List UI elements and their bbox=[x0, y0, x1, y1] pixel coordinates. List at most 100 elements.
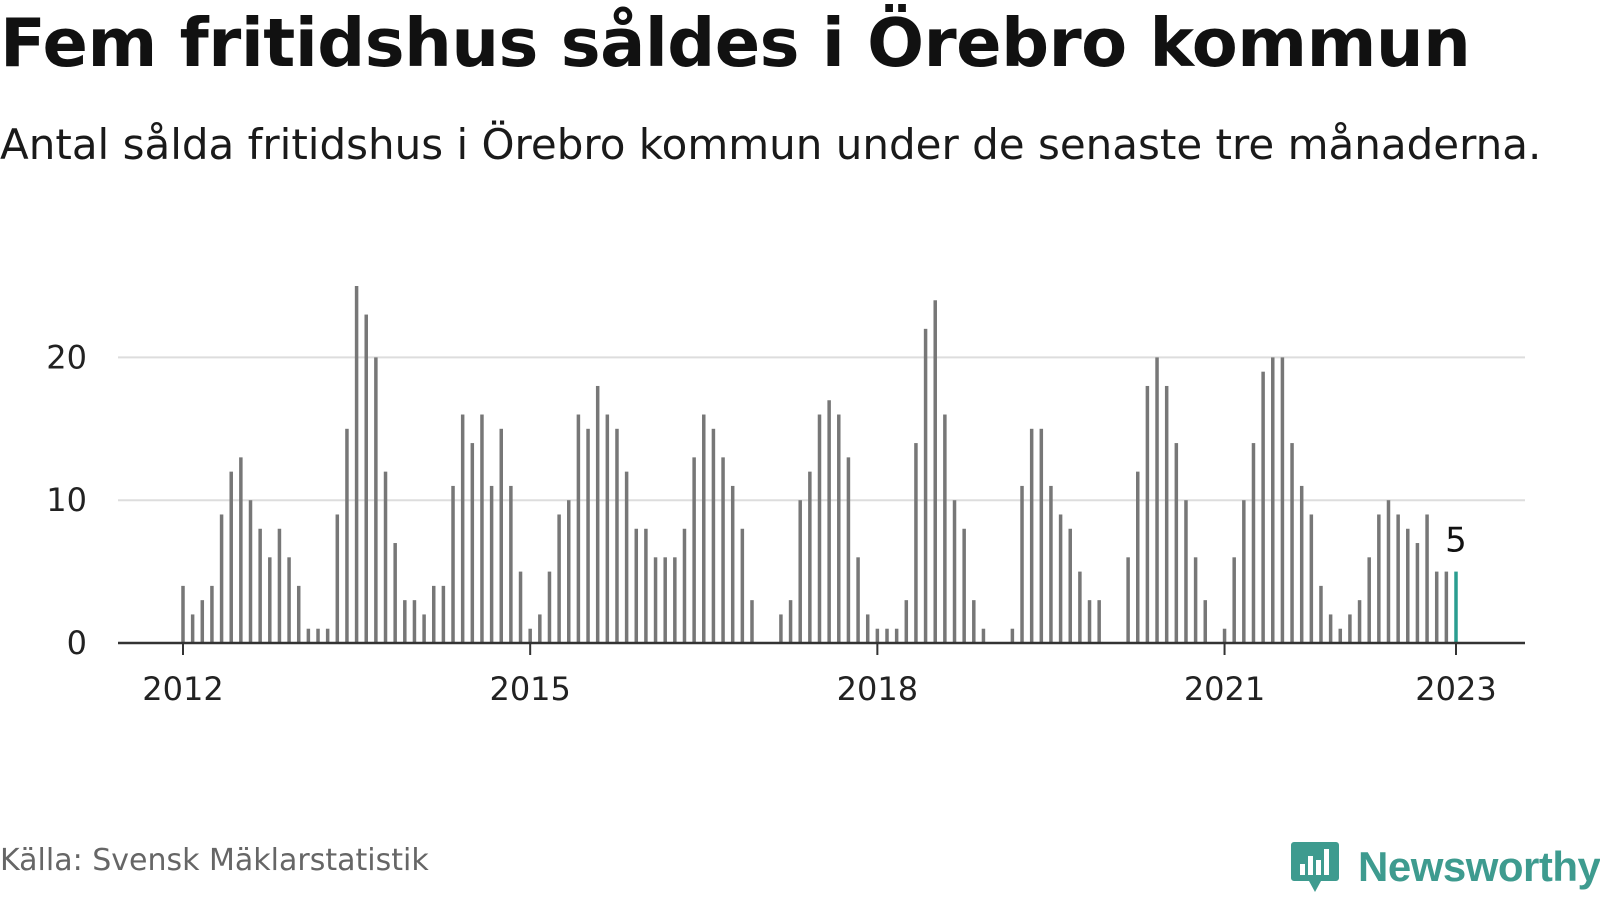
chart-subtitle: Antal sålda fritidshus i Örebro kommun u… bbox=[0, 120, 1542, 169]
bar-2016-07 bbox=[702, 414, 706, 643]
bar-2014-09 bbox=[489, 485, 494, 643]
bar-2021-09 bbox=[1299, 485, 1304, 643]
bar-2019-03 bbox=[1010, 628, 1015, 643]
bar-2017-10 bbox=[846, 457, 851, 643]
bar-2021-08 bbox=[1290, 443, 1294, 643]
bar-2016-04 bbox=[673, 557, 677, 643]
bar-2012-04 bbox=[210, 585, 214, 643]
bar-2022-12 bbox=[1444, 571, 1449, 643]
bar-2019-12 bbox=[1097, 600, 1101, 643]
bar-2018-01 bbox=[875, 628, 880, 643]
bar-2014-01 bbox=[412, 600, 417, 643]
bar-2012-08 bbox=[248, 500, 253, 643]
chart-title: Fem fritidshus såldes i Örebro kommun bbox=[0, 4, 1471, 82]
bar-2012-11 bbox=[277, 528, 282, 643]
bar-2013-07 bbox=[354, 286, 359, 643]
bar-2015-11 bbox=[624, 471, 629, 643]
bar-2012-03 bbox=[200, 600, 205, 643]
bar-2021-10 bbox=[1309, 514, 1314, 643]
bar-2016-05 bbox=[682, 528, 687, 643]
x-tick-label-2015: 2015 bbox=[489, 670, 570, 708]
bar-2016-10 bbox=[730, 485, 735, 643]
bar-2016-08 bbox=[711, 428, 716, 643]
bar-2022-06 bbox=[1386, 500, 1391, 643]
bar-2018-07 bbox=[933, 300, 937, 643]
bar-2019-10 bbox=[1078, 571, 1082, 643]
bar-highlight-2023-01 bbox=[1454, 571, 1458, 643]
bar-2014-11 bbox=[509, 485, 513, 643]
bar-2012-07 bbox=[239, 457, 243, 643]
bar-2018-02 bbox=[885, 628, 889, 643]
bar-2021-11 bbox=[1319, 585, 1323, 643]
bar-2014-05 bbox=[451, 485, 455, 643]
bar-2012-02 bbox=[190, 614, 195, 643]
bar-2022-07 bbox=[1396, 514, 1400, 643]
bar-2013-04 bbox=[325, 628, 330, 643]
bar-2015-12 bbox=[634, 528, 639, 643]
source-note: Källa: Svensk Mäklarstatistik bbox=[0, 843, 429, 878]
y-tick-label-10: 10 bbox=[46, 481, 87, 519]
grid-lines bbox=[118, 356, 1525, 502]
bar-2015-01 bbox=[528, 628, 532, 643]
bar-2017-07 bbox=[817, 414, 822, 643]
bar-2016-06 bbox=[692, 457, 696, 643]
bar-2022-02 bbox=[1348, 614, 1352, 643]
bar-2012-12 bbox=[287, 557, 291, 643]
bar-2022-01 bbox=[1338, 628, 1343, 643]
bar-2019-07 bbox=[1049, 485, 1053, 643]
bar-2020-08 bbox=[1174, 443, 1179, 643]
bar-2020-09 bbox=[1184, 500, 1188, 643]
bar-2022-04 bbox=[1367, 557, 1371, 643]
bar-2021-01 bbox=[1222, 628, 1227, 643]
bar-2018-11 bbox=[972, 600, 976, 643]
bar-2021-02 bbox=[1232, 557, 1236, 643]
bar-2014-03 bbox=[431, 585, 436, 643]
x-tick-label-2012: 2012 bbox=[142, 670, 223, 708]
bar-2012-05 bbox=[219, 514, 224, 643]
bar-2019-09 bbox=[1068, 528, 1072, 643]
bar-2018-05 bbox=[914, 443, 918, 643]
bar-2014-02 bbox=[422, 614, 426, 643]
bar-2020-04 bbox=[1136, 471, 1140, 643]
bar-2021-06 bbox=[1271, 357, 1275, 643]
bar-2017-03 bbox=[779, 614, 783, 643]
bar-2013-02 bbox=[306, 628, 311, 643]
bar-2016-03 bbox=[663, 557, 667, 643]
bar-2014-12 bbox=[518, 571, 523, 643]
bar-2017-04 bbox=[788, 600, 793, 643]
y-axis-labels: 0 10 20 bbox=[46, 338, 87, 662]
newsworthy-logo: Newsworthy bbox=[1290, 840, 1600, 894]
bar-2021-12 bbox=[1328, 614, 1333, 643]
bar-2013-11 bbox=[393, 543, 397, 643]
bar-2013-01 bbox=[296, 585, 301, 643]
bar-2013-05 bbox=[335, 514, 340, 643]
x-axis bbox=[118, 641, 1525, 655]
bar-2021-07 bbox=[1280, 357, 1285, 643]
bar-2019-11 bbox=[1087, 600, 1092, 643]
bar-2014-07 bbox=[470, 443, 475, 643]
bar-2022-11 bbox=[1434, 571, 1439, 643]
bar-2015-10 bbox=[615, 428, 619, 643]
bar-2016-01 bbox=[644, 528, 648, 643]
bar-2018-10 bbox=[962, 528, 966, 643]
bar-2012-01 bbox=[181, 585, 185, 643]
x-axis-labels: 2012 2015 2018 2021 2023 bbox=[142, 670, 1496, 708]
bar-2014-10 bbox=[499, 428, 503, 643]
bar-2015-09 bbox=[605, 414, 610, 643]
bar-2022-03 bbox=[1357, 600, 1362, 643]
bar-2017-05 bbox=[798, 500, 802, 643]
bar-2018-03 bbox=[894, 628, 899, 643]
bar-2012-09 bbox=[258, 528, 262, 643]
bar-2019-06 bbox=[1039, 428, 1044, 643]
bar-2019-04 bbox=[1020, 485, 1024, 643]
bar-2019-05 bbox=[1029, 428, 1034, 643]
bar-2020-10 bbox=[1193, 557, 1198, 643]
bar-2014-04 bbox=[441, 585, 446, 643]
bar-2021-04 bbox=[1251, 443, 1256, 643]
y-tick-label-0: 0 bbox=[67, 624, 87, 662]
bar-2020-03 bbox=[1126, 557, 1130, 643]
bar-chart-speech-bubble-icon bbox=[1291, 842, 1339, 892]
bar-2022-05 bbox=[1377, 514, 1381, 643]
bar-2017-08 bbox=[827, 400, 831, 643]
